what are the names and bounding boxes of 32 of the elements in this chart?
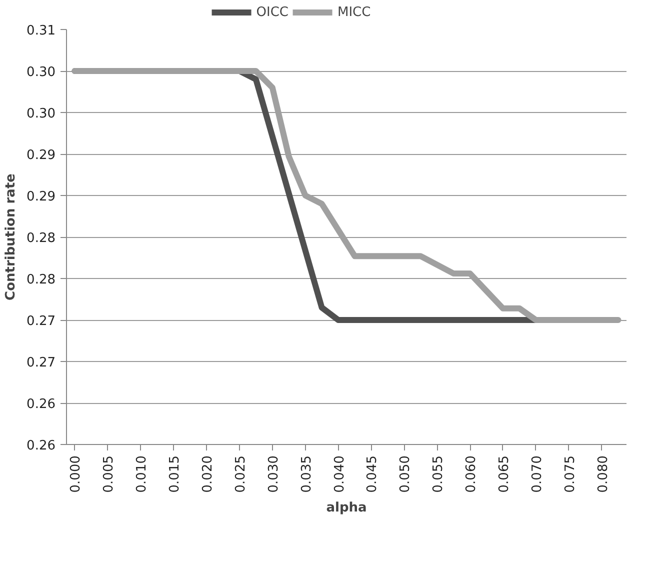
- x-tick-label: 0.065: [496, 456, 512, 493]
- x-tick-label: 0.025: [233, 456, 248, 493]
- x-tick-label: 0.020: [200, 456, 216, 493]
- x-tick-label: 0.045: [365, 456, 380, 493]
- y-tick-label: 0.28: [26, 231, 56, 246]
- x-tick-label: 0.060: [464, 456, 480, 493]
- x-tick-label: 0.010: [134, 455, 150, 493]
- y-tick-label: 0.29: [26, 148, 56, 163]
- x-tick-label: 0.055: [431, 455, 446, 493]
- x-tick-label: 0.080: [596, 455, 611, 493]
- y-tick-label: 0.30: [26, 65, 56, 80]
- x-tick-label: 0.015: [168, 456, 183, 493]
- x-tick-label: 0.030: [266, 455, 282, 493]
- y-tick-label: 0.26: [26, 397, 56, 412]
- x-tick-label: 0.050: [398, 455, 414, 493]
- x-axis-title: alpha: [326, 500, 367, 516]
- x-tick-label: 0.005: [102, 456, 117, 493]
- y-tick-label: 0.26: [26, 438, 56, 454]
- x-tick-label: 0.075: [562, 456, 578, 493]
- x-tick-label: 0.000: [68, 456, 84, 493]
- x-tick-label: 0.070: [530, 456, 545, 493]
- y-tick-label: 0.27: [26, 356, 56, 370]
- y-tick-label: 0.30: [26, 106, 56, 122]
- y-axis-title: Contribution rate: [4, 173, 19, 300]
- legend-label: MICC: [337, 4, 371, 20]
- y-tick-label: 0.27: [26, 314, 56, 329]
- y-tick-label: 0.28: [26, 272, 56, 288]
- x-tick-label: 0.035: [299, 455, 314, 493]
- x-tick-label: 0.040: [332, 456, 348, 493]
- y-tick-label: 0.29: [26, 190, 56, 204]
- y-tick-label: 0.31: [26, 24, 56, 38]
- legend-label: OICC: [256, 4, 288, 20]
